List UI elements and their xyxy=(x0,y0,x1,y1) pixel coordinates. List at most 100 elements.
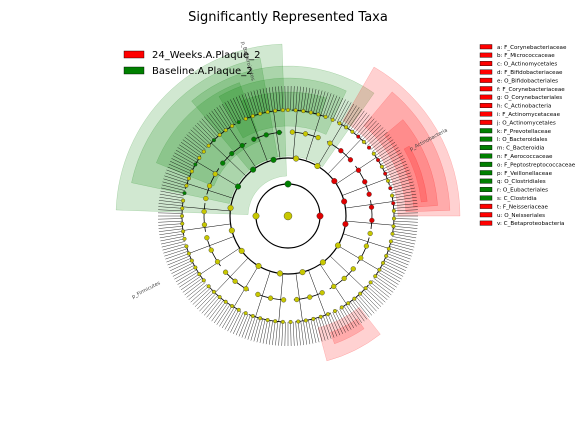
tree-branch xyxy=(384,260,406,271)
tree-branch xyxy=(352,112,368,132)
tree-branch xyxy=(250,317,258,341)
tree-branch xyxy=(250,116,268,162)
tree-node xyxy=(276,129,282,136)
tree-branch xyxy=(179,144,200,159)
tree-branch xyxy=(241,94,251,117)
tree-branch xyxy=(341,307,355,329)
chart-title: Significantly Represented Taxa xyxy=(188,10,388,25)
taxa-key-swatch xyxy=(479,119,493,125)
tree-branch xyxy=(256,89,263,114)
tree-branch xyxy=(182,278,203,293)
tree-branch xyxy=(315,90,323,114)
tree-node xyxy=(316,212,324,220)
tree-branch xyxy=(393,218,418,220)
tree-node xyxy=(299,269,306,276)
tree-branch xyxy=(393,209,418,212)
tree-branch xyxy=(290,86,292,111)
tree-branch xyxy=(393,200,418,204)
legend-swatch xyxy=(123,50,145,59)
tree-branch xyxy=(341,103,355,125)
tree-branch xyxy=(310,319,317,343)
tree-branch xyxy=(345,107,360,128)
tree-branch xyxy=(235,313,246,336)
taxa-key-label: a: F_Corynebacteriaceae xyxy=(497,45,567,51)
tree-branch xyxy=(160,236,185,242)
tree-node xyxy=(293,155,300,162)
tree-node xyxy=(332,309,337,314)
tree-node xyxy=(181,229,186,234)
taxa-key-swatch xyxy=(479,195,493,201)
tree-branch xyxy=(194,289,213,307)
tree-branch xyxy=(224,102,237,124)
clade-sector xyxy=(317,307,381,362)
tree-node xyxy=(227,204,234,211)
tree-branch xyxy=(370,282,390,298)
tree-node xyxy=(338,148,344,154)
tree-branch xyxy=(320,92,329,116)
tree-node xyxy=(316,112,321,117)
tree-branch xyxy=(211,142,247,177)
tree-branch xyxy=(166,169,189,179)
tree-branch xyxy=(253,318,261,342)
tree-branch xyxy=(295,86,298,111)
tree-branch xyxy=(339,308,352,330)
tree-node xyxy=(288,319,293,324)
tree-branch xyxy=(388,175,412,184)
tree-branch xyxy=(337,100,349,123)
tree-node xyxy=(206,284,211,289)
tree-node xyxy=(239,142,245,149)
tree-branch xyxy=(308,270,326,316)
tree-branch xyxy=(390,181,414,189)
tree-branch xyxy=(219,305,233,327)
tree-node xyxy=(255,291,261,298)
tree-nodes xyxy=(179,107,396,324)
tree-node xyxy=(243,286,249,292)
tree-branch xyxy=(392,231,417,235)
clade-sector xyxy=(363,91,451,213)
tree-branch xyxy=(275,86,278,111)
tree-node xyxy=(358,291,363,296)
tree-node xyxy=(186,251,191,256)
tree-node xyxy=(289,129,295,135)
tree-branch xyxy=(206,114,222,134)
tree-branch xyxy=(262,319,268,344)
tree-branch xyxy=(368,132,388,148)
tree-branch xyxy=(350,301,365,322)
tree-branch xyxy=(370,134,390,150)
tree-node xyxy=(184,183,189,188)
tree-node xyxy=(391,216,396,221)
tree-node xyxy=(283,211,293,221)
tree-node xyxy=(347,157,354,163)
tree-branch xyxy=(392,197,417,201)
tree-node xyxy=(361,139,366,144)
tree-node xyxy=(236,307,241,312)
taxa-key-swatch xyxy=(479,220,493,226)
taxa-key-swatch xyxy=(479,145,493,151)
tree-branch xyxy=(278,321,281,346)
tree-branch xyxy=(345,304,360,325)
tree-branch xyxy=(376,144,397,159)
tree-node xyxy=(331,178,338,185)
tree-node xyxy=(325,312,330,317)
taxa-key-label: o: F_Peptostreptococcaceae xyxy=(497,162,576,168)
tree-branch xyxy=(235,96,246,119)
tree-node xyxy=(276,270,283,277)
tree-node xyxy=(363,243,370,249)
tree-branch xyxy=(386,166,409,177)
tree-branch xyxy=(392,233,417,239)
tree-branch xyxy=(360,120,377,139)
tree-branch xyxy=(345,220,394,226)
tree-branch xyxy=(345,201,394,209)
tree-branch xyxy=(376,273,397,288)
tree-branch xyxy=(384,161,406,172)
tree-branch xyxy=(373,278,394,293)
tree-branch xyxy=(208,112,224,132)
tree-branch xyxy=(175,269,197,283)
tree-node xyxy=(214,259,221,265)
tree-branch xyxy=(164,175,188,184)
tree-branch xyxy=(206,298,222,318)
tree-node xyxy=(315,134,321,141)
tree-node xyxy=(383,171,388,176)
tree-node xyxy=(388,186,393,191)
tree-node xyxy=(180,221,185,226)
